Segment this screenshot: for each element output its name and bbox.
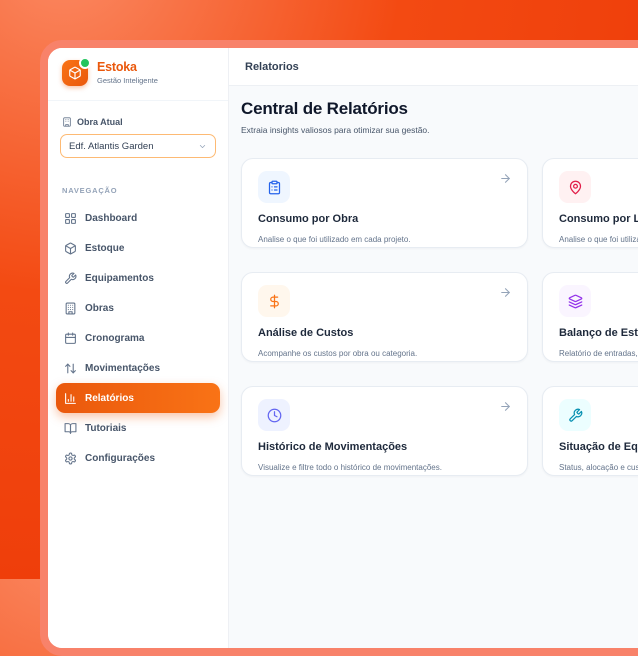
card-title: Consumo por Localização xyxy=(559,213,638,225)
building-icon xyxy=(65,302,76,314)
card-title: Situação de Equipamentos xyxy=(559,441,638,453)
card-description: Analise o que foi utilizado em cada proj… xyxy=(258,235,411,244)
building-icon xyxy=(63,117,71,127)
page-subtitle: Extraia insights valiosos para otimizar … xyxy=(241,125,430,135)
chevron-down-icon xyxy=(199,144,206,148)
dollar-icon xyxy=(258,285,290,317)
sidebar-item-obras[interactable]: Obras xyxy=(56,293,220,323)
estoka-logo-icon xyxy=(62,57,91,86)
brand-tagline: Gestão Inteligente xyxy=(97,76,158,86)
report-card-situacao-de-equipamentos[interactable]: Situação de Equipamentos Status, alocaçã… xyxy=(542,386,638,476)
card-title: Consumo por Obra xyxy=(258,213,359,225)
report-card-balanco-de-estoque[interactable]: Balanço de Estoque Relatório de entradas… xyxy=(542,272,638,362)
project-selector-block: Obra Atual Edf. Atlantis Garden xyxy=(48,101,228,158)
sidebar-item-tutoriais[interactable]: Tutoriais xyxy=(56,413,220,443)
sidebar-item-dashboard[interactable]: Dashboard xyxy=(56,203,220,233)
sidebar-item-movimentacoes[interactable]: Movimentações xyxy=(56,353,220,383)
sidebar-item-equipamentos[interactable]: Equipamentos xyxy=(56,263,220,293)
calendar-icon xyxy=(65,332,76,344)
project-selector-label: Obra Atual xyxy=(62,117,216,127)
bar-chart-icon xyxy=(65,392,76,404)
project-select-value: Edf. Atlantis Garden xyxy=(69,140,154,152)
arrow-right-icon xyxy=(499,172,512,190)
brand-header: Estoka Gestão Inteligente xyxy=(48,48,228,101)
map-pin-icon xyxy=(559,171,591,203)
card-description: Status, alocação e custos. xyxy=(559,463,638,472)
card-description: Visualize e filtre todo o histórico de m… xyxy=(258,463,442,472)
content-area: Central de Relatórios Extraia insights v… xyxy=(229,86,638,648)
report-card-consumo-por-localizacao[interactable]: Consumo por Localização Analise o que fo… xyxy=(542,158,638,248)
sidebar-item-cronograma[interactable]: Cronograma xyxy=(56,323,220,353)
sidebar-item-relatorios[interactable]: Relatórios xyxy=(56,383,220,413)
arrow-right-icon xyxy=(499,400,512,418)
topbar-title: Relatorios xyxy=(245,60,299,73)
nav-section-label: NAVEGAÇÃO xyxy=(62,186,118,195)
report-card-historico-de-movimentacoes[interactable]: Histórico de Movimentações Visualize e f… xyxy=(241,386,528,476)
arrows-up-down-icon xyxy=(65,363,76,373)
gear-icon xyxy=(65,452,76,464)
page-title: Central de Relatórios xyxy=(241,99,408,118)
arrow-right-icon xyxy=(499,286,512,304)
clock-icon xyxy=(258,399,290,431)
card-title: Balanço de Estoque xyxy=(559,327,638,339)
sidebar-item-configuracoes[interactable]: Configurações xyxy=(56,443,220,473)
card-description: Relatório de entradas, saídas e saldos. xyxy=(559,349,638,358)
sidebar-item-estoque[interactable]: Estoque xyxy=(56,233,220,263)
main-area: Relatorios Central de Relatórios Extraia… xyxy=(229,48,638,648)
topbar: Relatorios xyxy=(229,48,638,86)
app-window: Estoka Gestão Inteligente Obra Atual Edf… xyxy=(40,40,638,656)
report-card-consumo-por-obra[interactable]: Consumo por Obra Analise o que foi utili… xyxy=(241,158,528,248)
package-icon xyxy=(65,242,76,254)
grid-icon xyxy=(65,212,76,224)
tools-icon xyxy=(559,399,591,431)
sidebar: Estoka Gestão Inteligente Obra Atual Edf… xyxy=(48,48,229,648)
online-status-dot xyxy=(79,57,91,69)
card-description: Acompanhe os custos por obra ou categori… xyxy=(258,349,418,358)
book-icon xyxy=(64,422,77,434)
card-description: Analise o que foi utilizado em cada loca… xyxy=(559,235,638,244)
card-title: Análise de Custos xyxy=(258,327,354,339)
layers-icon xyxy=(559,285,591,317)
report-card-analise-de-custos[interactable]: Análise de Custos Acompanhe os custos po… xyxy=(241,272,528,362)
clipboard-icon xyxy=(258,171,290,203)
sidebar-nav: Dashboard Estoque Equipamentos Obras Cro… xyxy=(48,203,228,473)
project-select-dropdown[interactable]: Edf. Atlantis Garden xyxy=(60,134,216,158)
brand-name: Estoka xyxy=(97,59,137,74)
tools-icon xyxy=(65,272,77,284)
card-title: Histórico de Movimentações xyxy=(258,441,408,453)
report-cards-grid: Consumo por Obra Analise o que foi utili… xyxy=(241,158,638,476)
